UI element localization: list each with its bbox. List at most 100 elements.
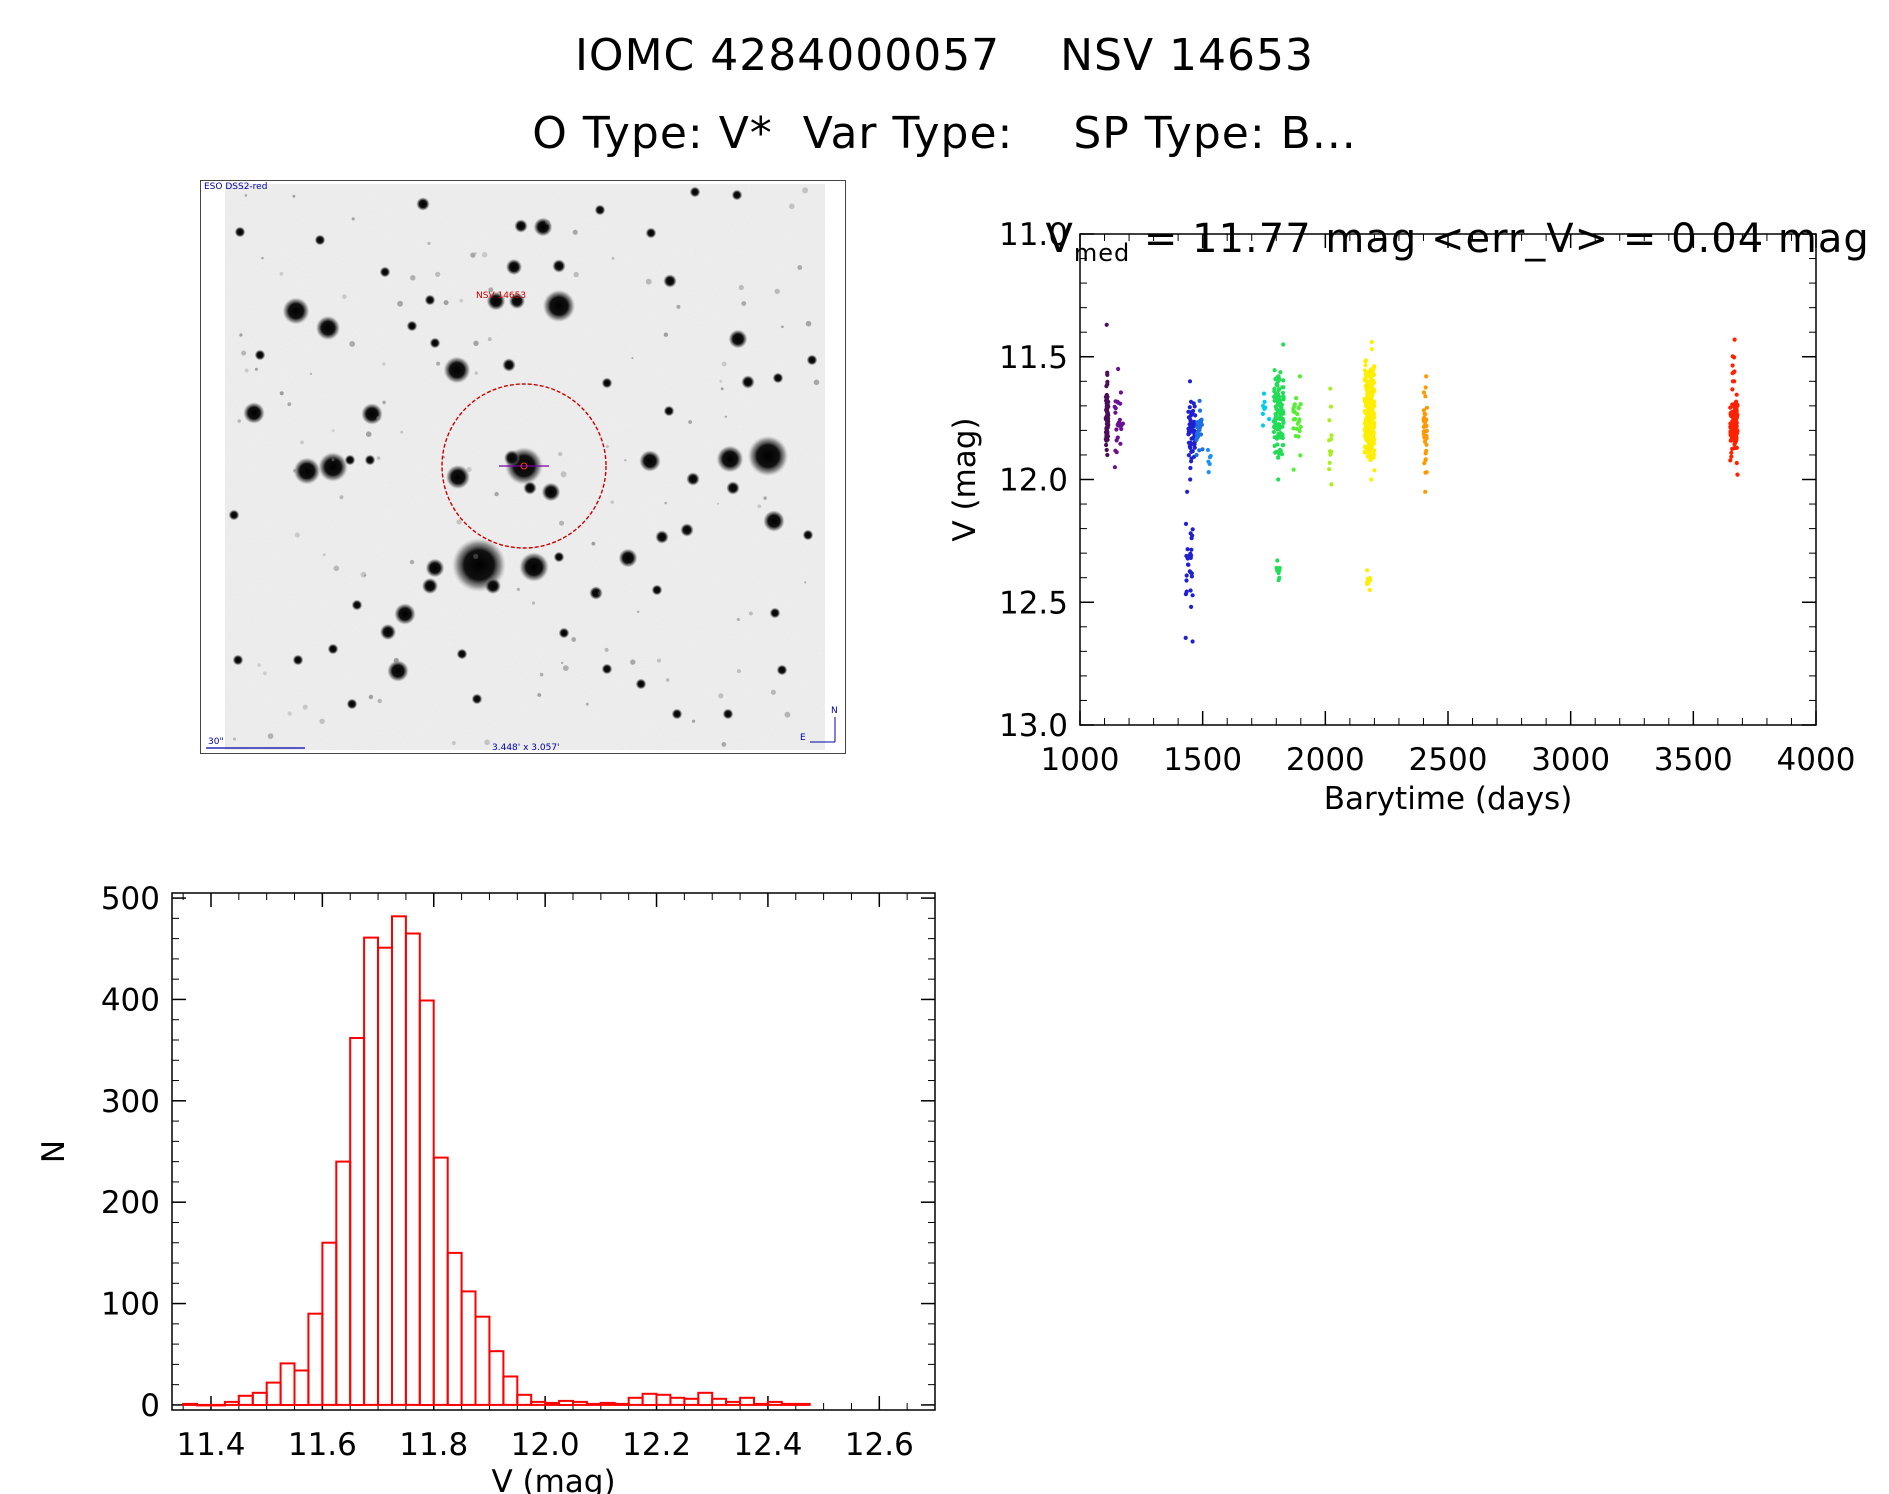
data-point bbox=[1275, 402, 1280, 407]
faint-star bbox=[627, 563, 631, 566]
finding-border bbox=[200, 180, 846, 754]
data-point bbox=[1421, 408, 1426, 413]
star bbox=[502, 358, 516, 372]
data-point bbox=[1274, 416, 1279, 421]
data-point bbox=[1189, 409, 1194, 414]
data-point bbox=[1277, 575, 1282, 580]
data-point bbox=[1327, 460, 1332, 465]
data-point bbox=[1113, 448, 1118, 453]
star bbox=[429, 337, 441, 349]
data-point bbox=[1294, 396, 1299, 401]
x-tick-label: 4000 bbox=[1777, 742, 1856, 778]
star bbox=[618, 548, 638, 568]
star bbox=[293, 457, 321, 485]
data-point bbox=[1188, 588, 1193, 593]
data-point bbox=[1362, 368, 1367, 373]
data-point bbox=[1276, 374, 1281, 379]
data-point bbox=[1105, 382, 1110, 387]
lightcurve-series bbox=[1271, 342, 1286, 482]
data-point bbox=[1189, 604, 1194, 610]
data-point bbox=[1183, 592, 1188, 597]
faint-star bbox=[241, 350, 247, 356]
data-point bbox=[1297, 428, 1302, 434]
x-tick-label: 11.4 bbox=[176, 1427, 245, 1463]
star bbox=[776, 664, 788, 676]
data-point bbox=[1368, 427, 1373, 432]
faint-star bbox=[364, 574, 367, 577]
data-point bbox=[1735, 403, 1740, 408]
finding-chart: ESO DSS2-red NSV 14653 30" 3.448' x 3.05… bbox=[200, 180, 846, 754]
faint-star bbox=[410, 275, 416, 281]
data-point bbox=[1280, 424, 1285, 429]
data-point bbox=[1119, 422, 1124, 428]
histogram-bar bbox=[446, 1251, 463, 1407]
faint-star bbox=[267, 733, 274, 739]
data-point bbox=[1731, 370, 1736, 375]
data-point bbox=[1113, 406, 1118, 411]
data-point bbox=[1272, 435, 1277, 440]
survey-label: ESO DSS2-red bbox=[204, 182, 267, 192]
data-point bbox=[1291, 406, 1296, 411]
star bbox=[443, 356, 471, 384]
star bbox=[471, 693, 483, 705]
star bbox=[553, 551, 565, 563]
data-point bbox=[1184, 573, 1189, 578]
data-point bbox=[1188, 445, 1193, 450]
histogram-bar bbox=[237, 1394, 254, 1406]
data-point bbox=[1733, 438, 1739, 443]
faint-star bbox=[721, 742, 727, 747]
data-point bbox=[1278, 370, 1283, 375]
faint-star bbox=[319, 718, 325, 724]
lightcurve-xlabel: Barytime (days) bbox=[1324, 781, 1573, 817]
data-point bbox=[1728, 458, 1733, 463]
data-point bbox=[1362, 450, 1367, 455]
star bbox=[763, 510, 785, 532]
faint-star bbox=[292, 194, 296, 198]
star bbox=[519, 552, 549, 582]
data-point bbox=[1372, 448, 1377, 453]
data-point bbox=[1118, 401, 1123, 406]
data-point bbox=[1280, 435, 1285, 441]
faint-star bbox=[585, 702, 589, 706]
data-point bbox=[1730, 446, 1735, 451]
data-point bbox=[1192, 428, 1197, 434]
lightcurve-series bbox=[1365, 568, 1373, 593]
faint-star bbox=[736, 669, 741, 674]
star bbox=[747, 435, 789, 477]
data-point bbox=[1363, 358, 1369, 363]
data-point bbox=[1189, 536, 1194, 541]
data-point bbox=[1366, 370, 1371, 375]
data-point bbox=[1276, 455, 1281, 460]
faint-star bbox=[813, 379, 820, 386]
data-point bbox=[1106, 404, 1111, 409]
data-point bbox=[1104, 447, 1109, 453]
data-point bbox=[1423, 385, 1428, 390]
star bbox=[234, 226, 246, 238]
star bbox=[680, 523, 694, 537]
lightcurve-series bbox=[1205, 447, 1213, 475]
faint-star bbox=[376, 456, 381, 460]
star bbox=[327, 643, 339, 655]
faint-star bbox=[322, 553, 326, 557]
data-point bbox=[1274, 449, 1279, 454]
histogram-bar bbox=[377, 946, 394, 1406]
star bbox=[318, 452, 348, 482]
data-point bbox=[1327, 418, 1332, 423]
lightcurve-title: Vmed = 11.77 mag <err_V> = 0.04 mag bbox=[1018, 170, 1870, 267]
star bbox=[508, 292, 526, 310]
data-point bbox=[1371, 380, 1376, 385]
histogram-bar bbox=[516, 1393, 533, 1406]
data-point bbox=[1118, 441, 1123, 446]
data-point bbox=[1190, 639, 1195, 644]
data-point bbox=[1729, 411, 1735, 416]
data-point bbox=[1728, 405, 1733, 410]
faint-star bbox=[597, 591, 602, 596]
faint-star bbox=[719, 379, 723, 383]
data-point bbox=[1195, 420, 1200, 425]
star bbox=[346, 698, 358, 710]
data-point bbox=[1192, 404, 1197, 409]
data-point bbox=[1188, 424, 1193, 429]
field-size-label: 3.448' x 3.057' bbox=[492, 743, 560, 753]
faint-star bbox=[262, 671, 267, 676]
data-point bbox=[1295, 421, 1300, 426]
